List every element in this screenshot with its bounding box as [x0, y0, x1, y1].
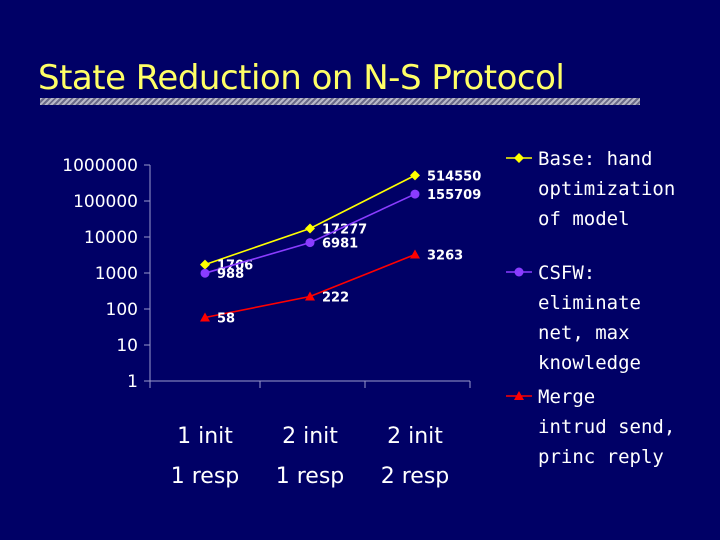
- data-point-diamond: [200, 259, 210, 270]
- slide-title: State Reduction on N-S Protocol: [38, 58, 565, 98]
- data-label: 3263: [427, 249, 463, 264]
- x-category-label: 2 init: [387, 424, 443, 449]
- legend-entry-text: knowledge: [538, 352, 641, 374]
- x-category-label: 2 init: [282, 424, 338, 449]
- data-point-triangle: [305, 291, 315, 301]
- legend-entry-text: Base: hand: [538, 148, 652, 170]
- data-label: 514550: [427, 169, 481, 184]
- legend-entry-text: net, max: [538, 322, 630, 344]
- data-point-circle: [200, 268, 210, 278]
- data-label: 17277: [322, 222, 367, 237]
- data-label: 222: [322, 291, 349, 306]
- y-tick-label: 100: [106, 300, 138, 320]
- legend-entry-text: intrud send,: [538, 416, 675, 438]
- legend-marker-triangle: [514, 391, 524, 400]
- data-label: 6981: [322, 237, 358, 252]
- data-label: 58: [217, 312, 235, 327]
- y-tick-label: 1000000: [62, 156, 138, 176]
- legend-entry-text: eliminate: [538, 292, 641, 314]
- data-point-diamond: [305, 223, 315, 234]
- y-tick-label: 10: [116, 336, 138, 356]
- title-underline: [40, 98, 640, 105]
- legend-marker-circle: [514, 267, 524, 277]
- data-point-diamond: [410, 170, 420, 181]
- legend-marker-diamond: [514, 153, 524, 163]
- series-line-diamond: [204, 174, 416, 266]
- y-tick-label: 1000: [95, 264, 138, 284]
- x-category-label: 1 resp: [171, 464, 240, 489]
- data-point-triangle: [200, 312, 210, 322]
- x-category-label: 1 resp: [276, 464, 345, 489]
- data-label: 155709: [427, 188, 481, 203]
- x-category-label: 1 init: [177, 424, 233, 449]
- data-point-triangle: [410, 249, 420, 259]
- y-tick-label: 10000: [84, 228, 138, 248]
- legend-entry-text: of model: [538, 208, 630, 230]
- data-label: 988: [217, 267, 244, 282]
- y-tick-label: 1: [127, 372, 138, 392]
- legend-entry-text: optimization: [538, 178, 675, 200]
- data-point-circle: [410, 189, 420, 199]
- x-category-label: 2 resp: [381, 464, 450, 489]
- y-tick-label: 100000: [73, 192, 138, 212]
- legend-entry-text: Merge: [538, 386, 595, 408]
- legend-entry-text: CSFW:: [538, 262, 595, 284]
- legend-entry-text: princ reply: [538, 446, 664, 468]
- data-point-circle: [305, 238, 315, 248]
